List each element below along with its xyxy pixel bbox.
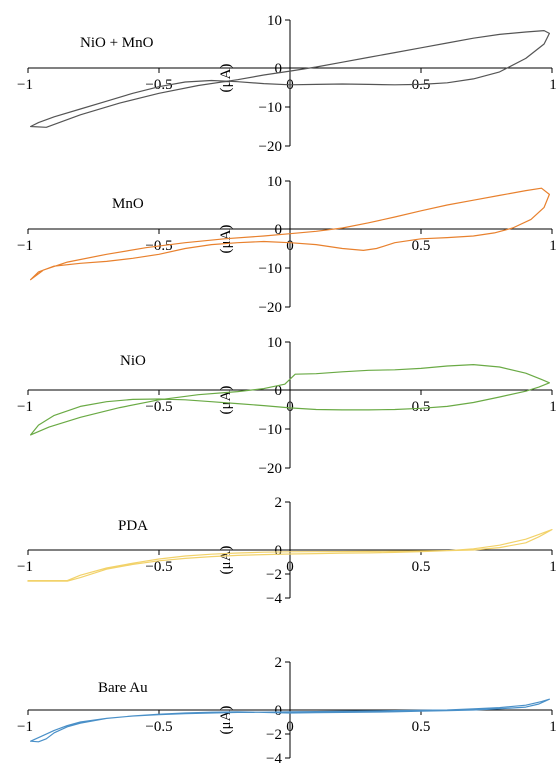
x-tick-label-nio: 1 [549,399,557,415]
x-tick-label-mno: 0.5 [412,238,431,254]
y-tick-label-nio-mno: 0 [275,61,283,77]
y-unit-label-bare-au: (μA) [218,706,234,735]
y-tick-label-mno: 0 [275,222,283,238]
y-tick-label-bare-au: 0 [275,703,283,719]
y-tick-label-nio: 10 [267,335,282,351]
x-tick-label-nio-mno: −1 [17,77,33,93]
cv-curve-nio-mno [30,30,550,128]
x-tick-label-mno: −1 [17,238,33,254]
y-tick-label-pda: −4 [266,591,282,607]
x-tick-label-nio: 0 [286,399,294,415]
x-tick-label-mno: 1 [549,238,557,254]
x-tick-label-nio: 0.5 [412,399,431,415]
y-tick-label-mno: −10 [259,261,282,277]
y-unit-label-pda: (μA) [218,546,234,575]
x-tick-label-bare-au: 0 [286,719,294,735]
series-label-nio-mno: NiO + MnO [80,35,154,51]
cv-curve-nio [30,364,550,436]
x-tick-label-nio: −0.5 [145,399,172,415]
x-tick-label-pda: −0.5 [145,559,172,575]
series-label-mno: MnO [112,196,144,212]
y-unit-label-nio: (μA) [218,386,234,415]
x-tick-label-pda: −1 [17,559,33,575]
x-tick-label-nio: −1 [17,399,33,415]
y-tick-label-mno: −20 [259,300,282,316]
cv-curve-pda [27,529,553,582]
series-label-nio: NiO [120,353,146,369]
series-label-pda: PDA [118,518,148,534]
x-tick-label-pda: 0 [286,559,294,575]
y-unit-label-nio-mno: (μA) [218,64,234,93]
x-tick-label-bare-au: 0.5 [412,719,431,735]
y-tick-label-pda: 2 [275,495,283,511]
y-tick-label-nio-mno: −10 [259,100,282,116]
y-tick-label-nio-mno: 10 [267,13,282,29]
y-tick-label-nio: 0 [275,383,283,399]
y-tick-label-pda: −2 [266,567,282,583]
y-tick-label-bare-au: −4 [266,751,282,764]
x-tick-label-bare-au: 1 [549,719,557,735]
y-tick-label-pda: 0 [275,543,283,559]
y-tick-label-nio: −10 [259,422,282,438]
x-tick-label-bare-au: −0.5 [145,719,172,735]
x-tick-label-pda: 0.5 [412,559,431,575]
y-tick-label-bare-au: 2 [275,655,283,671]
x-tick-label-mno: 0 [286,238,294,254]
y-tick-label-nio-mno: −20 [259,139,282,155]
y-tick-label-bare-au: −2 [266,727,282,743]
cv-curve-bare-au [30,698,550,743]
y-tick-label-nio: −20 [259,461,282,477]
x-tick-label-nio-mno: 1 [549,77,557,93]
x-tick-label-bare-au: −1 [17,719,33,735]
cv-curve-mno [30,187,550,281]
series-label-bare-au: Bare Au [98,680,148,696]
x-tick-label-pda: 1 [549,559,557,575]
y-tick-label-mno: 10 [267,174,282,190]
